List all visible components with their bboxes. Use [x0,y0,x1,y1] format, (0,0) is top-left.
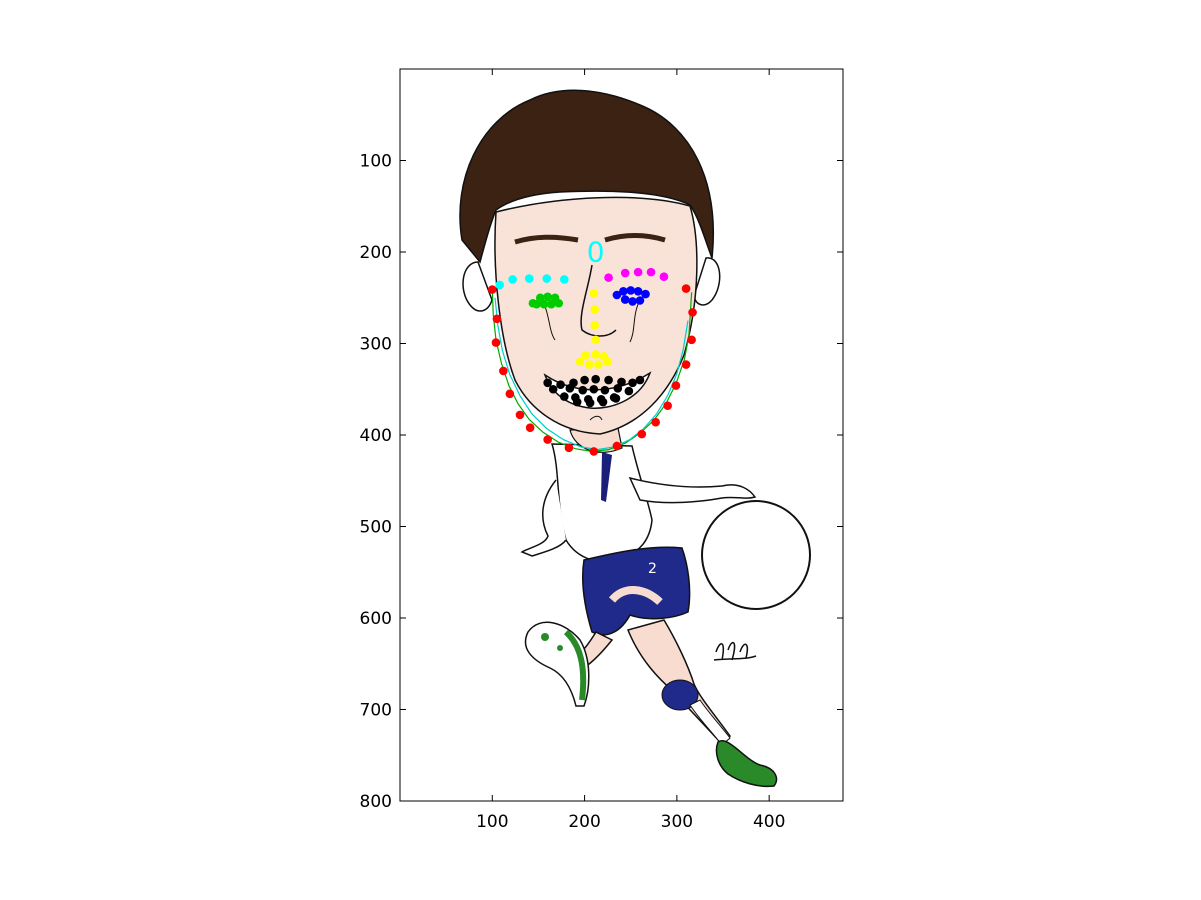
y-tick-label: 400 [360,426,392,446]
landmark-point [604,375,613,385]
landmark-point [617,377,626,387]
y-tick-label: 500 [360,518,392,538]
landmark-point [663,401,672,411]
x-tick-label: 300 [661,812,693,832]
landmark-point [681,284,691,293]
landmark-point [600,385,610,395]
landmark-point [548,384,558,394]
landmark-point [580,375,589,385]
landmark-point [619,287,628,296]
y-tick-label: 100 [360,152,392,172]
landmark-point [590,305,600,314]
landmark-point [646,267,656,277]
landmark-points [487,267,697,456]
landmark-point [591,374,600,384]
landmark-point [515,410,525,420]
landmark-point [659,272,669,282]
landmark-point [554,298,564,308]
y-tick-label: 300 [360,335,392,355]
axis-ticks: 100 200 300 400 100 200 300 400 500 600 700 800 [360,69,843,832]
landmark-point [584,360,594,369]
landmark-point [609,393,619,402]
landmark-point [547,299,556,309]
landmark-point [525,423,535,432]
landmark-point [626,286,636,295]
x-tick-label: 400 [753,812,785,832]
landmark-point [556,380,565,389]
landmark-point [505,389,515,399]
y-tick-label: 200 [360,243,392,263]
landmark-point [575,357,585,367]
landmark-point [590,320,600,330]
landmark-point [612,290,622,300]
landmark-point [628,378,637,388]
landmark-point [539,299,549,309]
landmark-point [495,280,504,290]
landmark-point [559,275,569,284]
landmark-point [624,386,634,396]
landmark-point [681,360,691,369]
landmark-point [524,274,534,283]
x-tick-label: 100 [476,812,508,832]
landmark-point [565,384,575,393]
landmark-point [492,314,502,324]
y-tick-label: 600 [360,609,392,629]
landmark-point [559,392,569,401]
landmark-point [651,417,660,427]
landmark-point [635,296,645,305]
landmark-point [594,360,603,369]
landmark-point [578,385,588,395]
landmark-point [532,299,541,309]
y-tick-label: 700 [360,701,392,721]
landmark-point [635,375,645,385]
y-tick-label: 800 [360,792,392,812]
landmark-point [637,429,647,439]
landmark-point [620,268,630,278]
landmark-point [641,289,650,299]
jaw-curve-1 [494,297,689,451]
landmark-point [613,384,623,393]
landmark-point [589,288,599,298]
landmark-point [633,267,643,277]
landmark-point [591,350,600,359]
landmark-point [491,338,501,347]
svg-text:2: 2 [648,561,657,577]
landmark-point [487,285,497,294]
landmark-point [628,297,637,306]
landmark-point [599,352,609,361]
landmark-point [535,293,545,303]
landmark-point [564,443,574,453]
landmark-point [612,441,622,451]
landmark-point [589,447,599,456]
landmark-point [589,384,599,394]
annotation-label: 0 [587,235,605,268]
landmark-point [620,295,630,304]
landmark-point [633,287,643,296]
landmark-point [571,393,580,402]
landmark-point [687,335,696,345]
landmark-point [591,335,600,345]
landmark-point [543,435,552,444]
landmark-point [671,381,681,390]
landmark-point [543,378,552,388]
landmark-point [508,275,517,284]
landmark-point [581,351,590,360]
landmark-point [542,274,552,283]
landmark-point [583,395,593,404]
x-tick-label: 200 [568,812,600,832]
landmark-point [596,395,606,404]
caricature-soccer-player-image: 2 [459,89,811,788]
landmark-point [604,273,613,282]
landmark-point [688,308,697,317]
landmark-point [499,366,508,376]
landmark-point [543,292,552,302]
